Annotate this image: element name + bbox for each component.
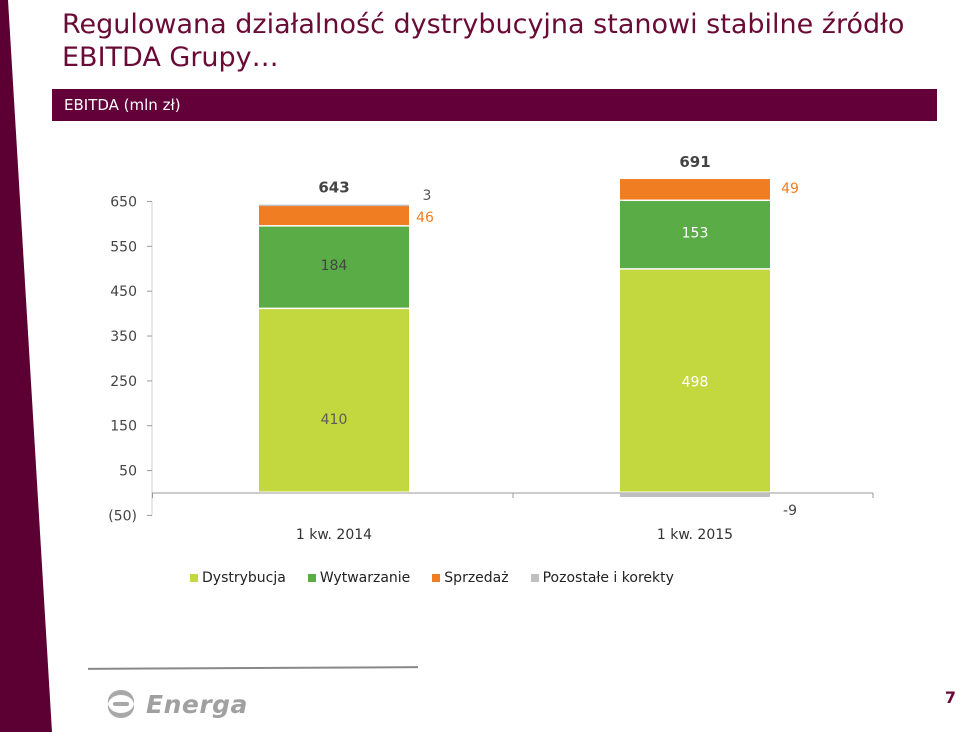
data-label-sprzedaz-2014: 46: [416, 210, 434, 226]
side-band: [0, 0, 52, 732]
footer-divider: [87, 666, 419, 670]
page-number: 7: [944, 688, 956, 707]
y-tick-label: 50: [119, 464, 137, 480]
data-label-pozostale-2015: -9: [783, 503, 797, 519]
energa-logo: Energa: [104, 686, 248, 722]
y-tick-label: (50): [108, 508, 137, 524]
slide-title: Regulowana działalność dystrybucyjna sta…: [62, 9, 905, 73]
bar-dystrybucja-2014: [259, 309, 409, 492]
legend-item-sprzedaz: Sprzedaż: [432, 570, 509, 586]
legend-label-sprzedaz: Sprzedaż: [444, 570, 509, 586]
data-label-wytwarzanie-2015: 153: [682, 225, 709, 241]
legend-swatch-wytwarzanie: [307, 574, 316, 582]
legend-item-wytwarzanie: Wytwarzanie: [307, 570, 411, 586]
data-label-sprzedaz-2015: 49: [781, 181, 799, 197]
chart-header-label: EBITDA (mln zł): [64, 96, 181, 114]
legend-swatch-dystrybucja: [190, 574, 198, 582]
data-label-pozostale-2014: 3: [423, 188, 432, 204]
chart-legend: Dystrybucja Wytwarzanie Sprzedaż Pozosta…: [190, 568, 696, 588]
bar-wytwarzanie-2014: [259, 226, 409, 308]
y-tick-label: 250: [110, 374, 137, 390]
chart-header-bar: EBITDA (mln zł): [52, 89, 937, 121]
bar-wytwarzanie-2015: [620, 201, 770, 269]
y-tick-label: 150: [110, 419, 137, 435]
ebitda-stacked-bar-chart: 650 550 450 350 250 150 50 (50) 410 184 46 3 643 1 kw…: [108, 153, 874, 543]
total-label-2015: 691: [679, 153, 710, 171]
legend-item-pozostale: Pozostałe i korekty: [530, 570, 674, 586]
total-label-2014: 643: [318, 179, 349, 197]
legend-label-wytwarzanie: Wytwarzanie: [319, 570, 411, 586]
y-tick-label: 450: [110, 284, 137, 300]
data-label-wytwarzanie-2014: 184: [321, 258, 348, 274]
legend-swatch-sprzedaz: [432, 574, 441, 582]
data-label-dystrybucja-2014: 410: [321, 412, 348, 428]
y-tick-label: 350: [110, 329, 137, 345]
bar-pozostale-2014: [259, 204, 409, 207]
bar-dystrybucja-2015: [620, 269, 770, 492]
energa-logo-text: Energa: [146, 689, 248, 719]
bar-sprzedaz-2015: [620, 179, 770, 200]
energa-logo-icon: [107, 690, 135, 718]
bar-pozostale-2015: [620, 493, 770, 498]
x-tick-label-2015: 1 kw. 2015: [657, 527, 733, 543]
legend-item-dystrybucja: Dystrybucja: [190, 570, 286, 586]
legend-swatch-pozostale: [530, 574, 539, 582]
legend-label-pozostale: Pozostałe i korekty: [542, 570, 674, 586]
legend-label-dystrybucja: Dystrybucja: [202, 570, 286, 586]
y-tick-label: 650: [110, 194, 137, 210]
y-tick-label: 550: [110, 239, 137, 255]
data-label-dystrybucja-2015: 498: [682, 374, 709, 390]
x-tick-label-2014: 1 kw. 2014: [296, 527, 372, 543]
bar-sprzedaz-2014: [259, 205, 409, 226]
